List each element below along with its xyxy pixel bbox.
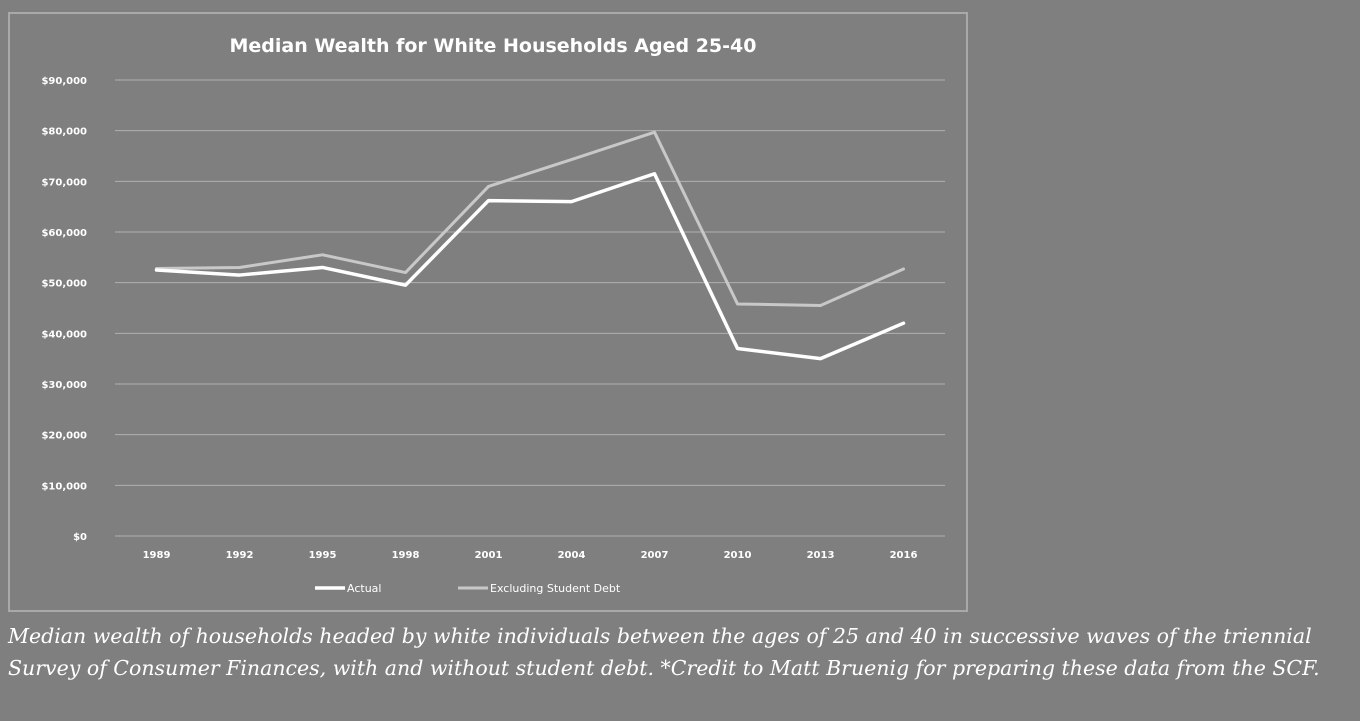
chart-title: Median Wealth for White Households Aged … xyxy=(230,35,757,57)
x-tick-label: 2004 xyxy=(558,550,586,561)
x-tick-label: 1992 xyxy=(226,550,254,561)
line-chart: Median Wealth for White Households Aged … xyxy=(41,35,945,595)
series-line-actual xyxy=(154,171,906,361)
y-tick-label: $10,000 xyxy=(41,481,87,492)
y-axis: $0 $10,000 $20,000 $30,000 $40,000 $50,000 $60… xyxy=(41,76,87,543)
y-tick-label: $40,000 xyxy=(41,329,87,340)
y-tick-label: $20,000 xyxy=(41,431,87,442)
series-line-excluding-student-debt xyxy=(155,130,905,307)
x-tick-label: 2013 xyxy=(807,550,835,561)
y-tick-label: $60,000 xyxy=(41,228,87,239)
x-tick-label: 2016 xyxy=(890,550,918,561)
x-tick-label: 1995 xyxy=(309,550,337,561)
legend-item-excluding-student-debt-label: Excluding Student Debt xyxy=(490,582,621,595)
chart-container: Median Wealth for White Households Aged … xyxy=(8,12,968,612)
x-tick-label: 1998 xyxy=(392,550,420,561)
chart-series xyxy=(154,130,906,361)
chart-gridlines xyxy=(115,79,945,537)
x-axis: 1989 1992 1995 1998 2001 2004 2007 2010 2013 2016 xyxy=(143,550,918,561)
y-tick-label: $50,000 xyxy=(41,279,87,290)
y-tick-label: $30,000 xyxy=(41,380,87,391)
y-tick-label: $80,000 xyxy=(41,127,87,138)
y-tick-label: $70,000 xyxy=(41,177,87,188)
x-tick-label: 1989 xyxy=(143,550,171,561)
y-tick-label: $90,000 xyxy=(41,76,87,87)
chart-legend: Actual Excluding Student Debt xyxy=(315,582,621,595)
y-tick-label: $0 xyxy=(73,532,87,543)
legend-item-actual-label: Actual xyxy=(347,582,381,595)
figure-caption: Median wealth of households headed by wh… xyxy=(8,624,1320,680)
x-tick-label: 2001 xyxy=(475,550,503,561)
x-tick-label: 2010 xyxy=(724,550,752,561)
x-tick-label: 2007 xyxy=(641,550,669,561)
